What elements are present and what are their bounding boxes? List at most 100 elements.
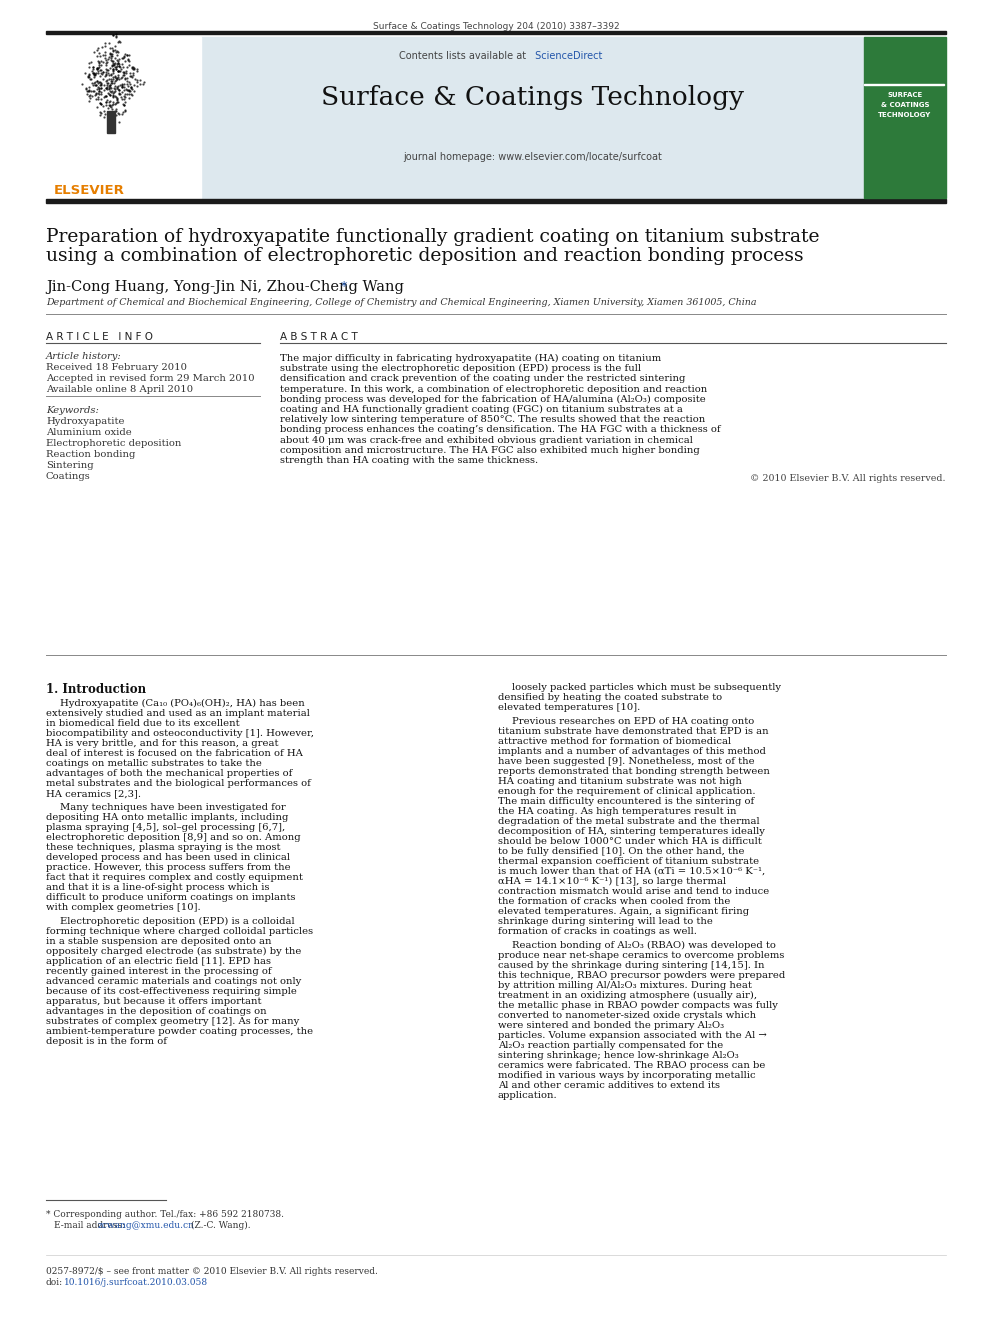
Text: advanced ceramic materials and coatings not only: advanced ceramic materials and coatings … <box>46 976 302 986</box>
Text: Jin-Cong Huang, Yong-Jin Ni, Zhou-Cheng Wang: Jin-Cong Huang, Yong-Jin Ni, Zhou-Cheng … <box>46 280 404 294</box>
Text: recently gained interest in the processing of: recently gained interest in the processi… <box>46 967 272 976</box>
Text: substrates of complex geometry [12]. As for many: substrates of complex geometry [12]. As … <box>46 1017 300 1027</box>
Text: produce near net-shape ceramics to overcome problems: produce near net-shape ceramics to overc… <box>498 951 785 960</box>
Text: HA ceramics [2,3].: HA ceramics [2,3]. <box>46 789 141 798</box>
Text: application.: application. <box>498 1091 558 1099</box>
Text: densified by heating the coated substrate to: densified by heating the coated substrat… <box>498 693 722 703</box>
Text: caused by the shrinkage during sintering [14,15]. In: caused by the shrinkage during sintering… <box>498 960 765 970</box>
Text: bonding process was developed for the fabrication of HA/alumina (Al₂O₃) composit: bonding process was developed for the fa… <box>280 394 705 404</box>
Text: Sintering: Sintering <box>46 460 93 470</box>
Text: shrinkage during sintering will lead to the: shrinkage during sintering will lead to … <box>498 917 713 926</box>
Text: biocompatibility and osteoconductivity [1]. However,: biocompatibility and osteoconductivity [… <box>46 729 314 738</box>
Text: A B S T R A C T: A B S T R A C T <box>280 332 358 343</box>
Text: relatively low sintering temperature of 850°C. The results showed that the react: relatively low sintering temperature of … <box>280 415 705 425</box>
Text: Keywords:: Keywords: <box>46 406 99 415</box>
Text: because of its cost-effectiveness requiring simple: because of its cost-effectiveness requir… <box>46 987 297 996</box>
Text: in a stable suspension are deposited onto an: in a stable suspension are deposited ont… <box>46 937 272 946</box>
Text: oppositely charged electrode (as substrate) by the: oppositely charged electrode (as substra… <box>46 947 302 957</box>
Text: densification and crack prevention of the coating under the restricted sintering: densification and crack prevention of th… <box>280 374 685 384</box>
Text: Reaction bonding: Reaction bonding <box>46 450 135 459</box>
Text: loosely packed particles which must be subsequently: loosely packed particles which must be s… <box>512 683 781 692</box>
Text: to be fully densified [10]. On the other hand, the: to be fully densified [10]. On the other… <box>498 847 745 856</box>
Text: attractive method for formation of biomedical: attractive method for formation of biome… <box>498 737 731 746</box>
Text: advantages in the deposition of coatings on: advantages in the deposition of coatings… <box>46 1007 267 1016</box>
Text: Hydroxyapatite (Ca₁₀ (PO₄)₆(OH)₂, HA) has been: Hydroxyapatite (Ca₁₀ (PO₄)₆(OH)₂, HA) ha… <box>60 699 305 708</box>
Text: in biomedical field due to its excellent: in biomedical field due to its excellent <box>46 718 240 728</box>
Text: decomposition of HA, sintering temperatures ideally: decomposition of HA, sintering temperatu… <box>498 827 765 836</box>
Text: elevated temperatures [10].: elevated temperatures [10]. <box>498 703 640 712</box>
Text: doi:: doi: <box>46 1278 63 1287</box>
Text: deal of interest is focused on the fabrication of HA: deal of interest is focused on the fabri… <box>46 749 303 758</box>
Text: Hydroxyapatite: Hydroxyapatite <box>46 417 125 426</box>
Text: ScienceDirect: ScienceDirect <box>533 52 603 61</box>
Text: αHA = 14.1×10⁻⁶ K⁻¹) [13], so large thermal: αHA = 14.1×10⁻⁶ K⁻¹) [13], so large ther… <box>498 877 726 886</box>
Text: 10.1016/j.surfcoat.2010.03.058: 10.1016/j.surfcoat.2010.03.058 <box>64 1278 208 1287</box>
Text: composition and microstructure. The HA FGC also exhibited much higher bonding: composition and microstructure. The HA F… <box>280 446 699 455</box>
Text: ceramics were fabricated. The RBAO process can be: ceramics were fabricated. The RBAO proce… <box>498 1061 766 1070</box>
Text: practice. However, this process suffers from the: practice. However, this process suffers … <box>46 863 291 872</box>
Text: Surface & Coatings Technology 204 (2010) 3387–3392: Surface & Coatings Technology 204 (2010)… <box>373 22 619 30</box>
Text: zcwang@xmu.edu.cn: zcwang@xmu.edu.cn <box>98 1221 195 1230</box>
Text: titanium substrate have demonstrated that EPD is an: titanium substrate have demonstrated tha… <box>498 728 769 736</box>
Text: difficult to produce uniform coatings on implants: difficult to produce uniform coatings on… <box>46 893 296 902</box>
Text: The main difficulty encountered is the sintering of: The main difficulty encountered is the s… <box>498 796 754 806</box>
Text: A R T I C L E   I N F O: A R T I C L E I N F O <box>46 332 153 343</box>
Text: forming technique where charged colloidal particles: forming technique where charged colloida… <box>46 927 313 935</box>
Text: coating and HA functionally gradient coating (FGC) on titanium substrates at a: coating and HA functionally gradient coa… <box>280 405 682 414</box>
Text: Preparation of hydroxyapatite functionally gradient coating on titanium substrat: Preparation of hydroxyapatite functional… <box>46 228 819 246</box>
Text: reports demonstrated that bonding strength between: reports demonstrated that bonding streng… <box>498 767 770 777</box>
Text: E-mail address:: E-mail address: <box>54 1221 128 1230</box>
Text: fact that it requires complex and costly equipment: fact that it requires complex and costly… <box>46 873 303 882</box>
Text: bonding process enhances the coating’s densification. The HA FGC with a thicknes: bonding process enhances the coating’s d… <box>280 426 720 434</box>
Text: Surface & Coatings Technology: Surface & Coatings Technology <box>321 85 744 110</box>
Text: converted to nanometer-sized oxide crystals which: converted to nanometer-sized oxide cryst… <box>498 1011 756 1020</box>
Text: © 2010 Elsevier B.V. All rights reserved.: © 2010 Elsevier B.V. All rights reserved… <box>751 474 946 483</box>
Bar <box>46 198 946 202</box>
Text: with complex geometries [10].: with complex geometries [10]. <box>46 904 200 912</box>
Text: Available online 8 April 2010: Available online 8 April 2010 <box>46 385 193 394</box>
Text: the metallic phase in RBAO powder compacts was fully: the metallic phase in RBAO powder compac… <box>498 1002 778 1009</box>
Text: SURFACE: SURFACE <box>888 93 923 98</box>
Text: Reaction bonding of Al₂O₃ (RBAO) was developed to: Reaction bonding of Al₂O₃ (RBAO) was dev… <box>512 941 776 950</box>
Text: particles. Volume expansion associated with the Al →: particles. Volume expansion associated w… <box>498 1031 767 1040</box>
Text: HA is very brittle, and for this reason, a great: HA is very brittle, and for this reason,… <box>46 740 279 747</box>
Text: substrate using the electrophoretic deposition (EPD) process is the full: substrate using the electrophoretic depo… <box>280 364 641 373</box>
Text: & COATINGS: & COATINGS <box>881 102 930 108</box>
Text: advantages of both the mechanical properties of: advantages of both the mechanical proper… <box>46 769 293 778</box>
Text: enough for the requirement of clinical application.: enough for the requirement of clinical a… <box>498 787 756 796</box>
Text: and that it is a line-of-sight process which is: and that it is a line-of-sight process w… <box>46 882 270 892</box>
Text: Article history:: Article history: <box>46 352 122 361</box>
Text: *: * <box>341 280 347 292</box>
Text: 1. Introduction: 1. Introduction <box>46 683 146 696</box>
Text: * Corresponding author. Tel./fax: +86 592 2180738.: * Corresponding author. Tel./fax: +86 59… <box>46 1211 284 1218</box>
Text: have been suggested [9]. Nonetheless, most of the: have been suggested [9]. Nonetheless, mo… <box>498 757 755 766</box>
Text: Al and other ceramic additives to extend its: Al and other ceramic additives to extend… <box>498 1081 720 1090</box>
Text: implants and a number of advantages of this method: implants and a number of advantages of t… <box>498 747 766 755</box>
Text: Al₂O₃ reaction partially compensated for the: Al₂O₃ reaction partially compensated for… <box>498 1041 723 1050</box>
Text: were sintered and bonded the primary Al₂O₃: were sintered and bonded the primary Al₂… <box>498 1021 724 1031</box>
Text: Aluminium oxide: Aluminium oxide <box>46 429 132 437</box>
Text: application of an electric field [11]. EPD has: application of an electric field [11]. E… <box>46 957 271 966</box>
Bar <box>107 111 115 134</box>
Text: elevated temperatures. Again, a significant firing: elevated temperatures. Again, a signific… <box>498 908 749 916</box>
Text: using a combination of electrophoretic deposition and reaction bonding process: using a combination of electrophoretic d… <box>46 247 804 265</box>
Text: formation of cracks in coatings as well.: formation of cracks in coatings as well. <box>498 927 696 935</box>
Text: metal substrates and the biological performances of: metal substrates and the biological perf… <box>46 779 310 789</box>
Text: The major difficulty in fabricating hydroxyapatite (HA) coating on titanium: The major difficulty in fabricating hydr… <box>280 355 662 363</box>
Text: contraction mismatch would arise and tend to induce: contraction mismatch would arise and ten… <box>498 886 769 896</box>
Text: deposit is in the form of: deposit is in the form of <box>46 1037 167 1046</box>
Text: Previous researches on EPD of HA coating onto: Previous researches on EPD of HA coating… <box>512 717 754 726</box>
Text: by attrition milling Al/Al₂O₃ mixtures. During heat: by attrition milling Al/Al₂O₃ mixtures. … <box>498 980 752 990</box>
Text: Received 18 February 2010: Received 18 February 2010 <box>46 363 187 372</box>
Text: journal homepage: www.elsevier.com/locate/surfcoat: journal homepage: www.elsevier.com/locat… <box>403 152 662 161</box>
Text: Accepted in revised form 29 March 2010: Accepted in revised form 29 March 2010 <box>46 374 255 382</box>
Text: this technique, RBAO precursor powders were prepared: this technique, RBAO precursor powders w… <box>498 971 786 980</box>
Bar <box>46 30 946 34</box>
Bar <box>864 37 946 198</box>
Text: modified in various ways by incorporating metallic: modified in various ways by incorporatin… <box>498 1072 756 1080</box>
Text: Department of Chemical and Biochemical Engineering, College of Chemistry and Che: Department of Chemical and Biochemical E… <box>46 298 757 307</box>
Text: thermal expansion coefficient of titanium substrate: thermal expansion coefficient of titaniu… <box>498 857 759 867</box>
Bar <box>864 83 944 85</box>
Text: depositing HA onto metallic implants, including: depositing HA onto metallic implants, in… <box>46 814 289 822</box>
Text: is much lower than that of HA (αTi = 10.5×10⁻⁶ K⁻¹,: is much lower than that of HA (αTi = 10.… <box>498 867 765 876</box>
